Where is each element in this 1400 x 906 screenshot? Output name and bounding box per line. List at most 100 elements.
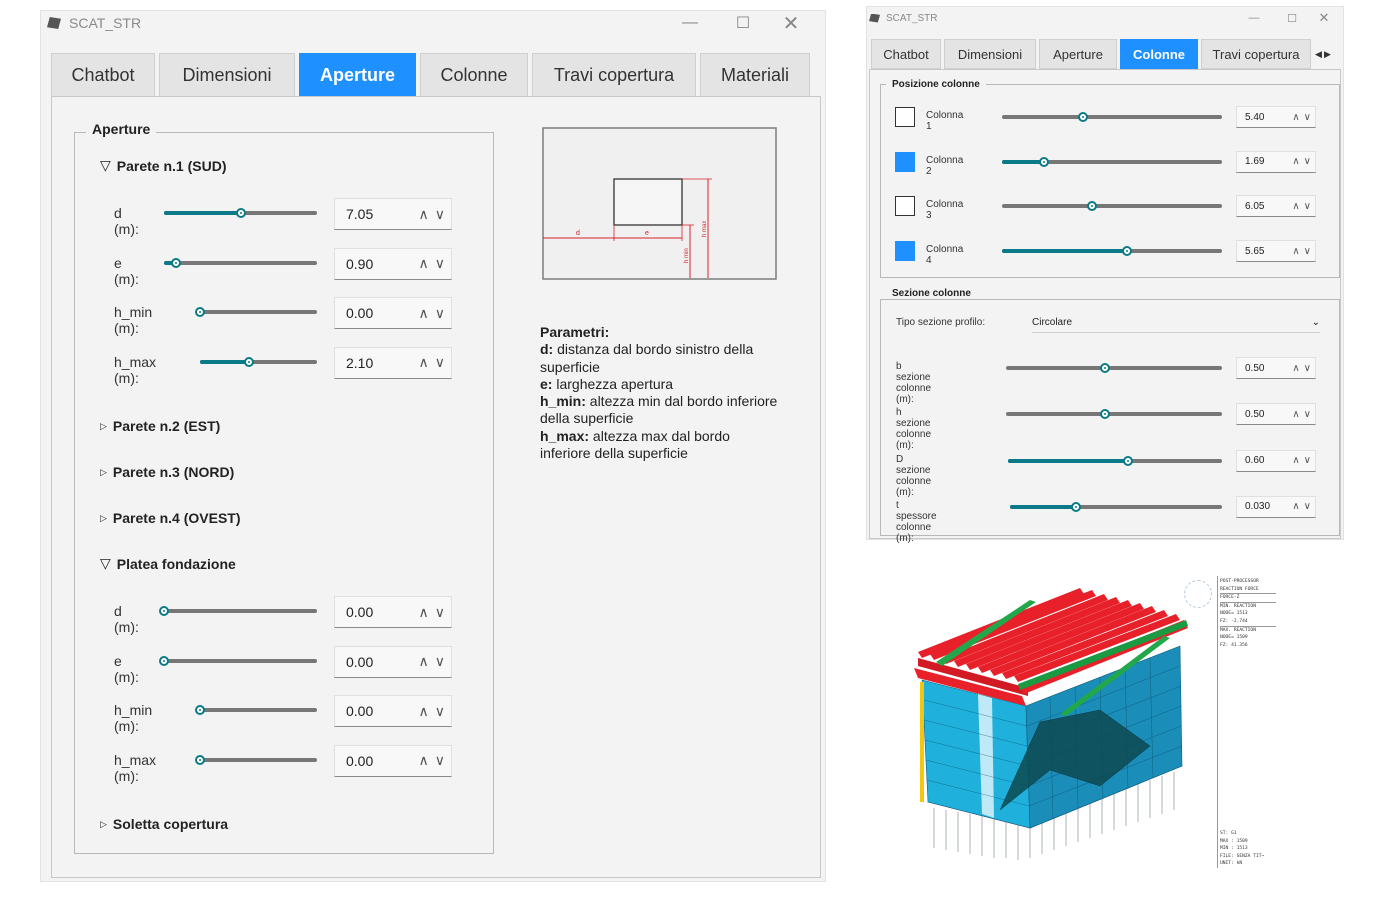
tab-colonne[interactable]: Colonne	[420, 53, 528, 97]
value-spinbox[interactable]: 0.00 ∧ ∨	[334, 645, 452, 678]
chevron-down-icon[interactable]: ∨	[1303, 245, 1311, 257]
section-soletta-copertura[interactable]: ▷ Soletta copertura	[100, 816, 229, 832]
chevron-down-icon[interactable]: ∨	[1303, 200, 1311, 212]
value-slider[interactable]	[195, 307, 317, 317]
slider-thumb[interactable]	[1122, 246, 1133, 257]
tab-dimensioni[interactable]: Dimensioni	[159, 53, 295, 97]
close-icon[interactable]: ✕	[782, 12, 800, 35]
slider-thumb[interactable]	[1122, 455, 1133, 466]
value-spinbox[interactable]: 7.05 ∧ ∨	[334, 198, 452, 230]
sezione-slider[interactable]	[1008, 455, 1222, 466]
chevron-up-icon[interactable]: ∧	[1292, 111, 1300, 123]
tab-colonne[interactable]: Colonne	[1120, 39, 1198, 69]
chevron-up-icon[interactable]: ∧	[1292, 200, 1300, 212]
slider-thumb[interactable]	[235, 208, 246, 218]
section-parete-4[interactable]: ▷ Parete n.4 (OVEST)	[100, 510, 241, 526]
tipo-sezione-dropdown[interactable]: Circolare ⌄	[1032, 313, 1320, 333]
tab-scroll-right-icon[interactable]: ▶	[1324, 48, 1331, 59]
value-spinbox[interactable]: 2.10 ∧ ∨	[334, 346, 452, 379]
chevron-down-icon[interactable]: ∨	[1303, 111, 1311, 123]
chevron-up-icon[interactable]: ∧	[418, 702, 429, 719]
chevron-up-icon[interactable]: ∧	[1292, 501, 1300, 513]
slider-thumb[interactable]	[159, 606, 169, 616]
chevron-up-icon[interactable]: ∧	[418, 752, 429, 768]
chevron-down-icon[interactable]: ∨	[434, 205, 445, 222]
tab-travi-copertura[interactable]: Travi copertura	[532, 53, 696, 97]
tab-dimensioni[interactable]: Dimensioni	[944, 39, 1036, 69]
section-parete-3[interactable]: ▷ Parete n.3 (NORD)	[100, 464, 235, 480]
tab-materiali[interactable]: Materiali	[700, 53, 810, 97]
value-spinbox[interactable]: 0.00 ∧ ∨	[334, 695, 452, 727]
slider-thumb[interactable]	[159, 655, 169, 666]
colonna-checkbox[interactable]	[895, 196, 915, 217]
value-slider[interactable]	[159, 655, 317, 666]
colonna-slider[interactable]	[1002, 246, 1222, 257]
value-spinbox[interactable]: 0.90 ∧ ∨	[334, 247, 452, 280]
chevron-down-icon[interactable]: ∨	[1303, 362, 1311, 374]
value-slider[interactable]	[159, 606, 317, 616]
section-platea-fondazione[interactable]: ▽ Platea fondazione	[100, 555, 236, 572]
slider-thumb[interactable]	[1087, 201, 1098, 212]
value-slider[interactable]	[164, 208, 317, 218]
sezione-slider[interactable]	[1006, 409, 1222, 420]
sezione-slider[interactable]	[1010, 501, 1222, 512]
slider-thumb[interactable]	[1100, 363, 1111, 373]
value-slider[interactable]	[164, 257, 317, 268]
value-slider[interactable]	[195, 754, 317, 765]
value-spinbox[interactable]: 0.00 ∧ ∨	[334, 596, 452, 628]
minimize-icon[interactable]: —	[682, 14, 698, 31]
chevron-up-icon[interactable]: ∧	[418, 205, 429, 222]
colonna-slider[interactable]	[1002, 201, 1222, 212]
value-spinbox[interactable]: 0.50 ∧ ∨	[1236, 403, 1316, 426]
chevron-up-icon[interactable]: ∧	[1292, 245, 1300, 257]
value-spinbox[interactable]: 0.030 ∧ ∨	[1236, 495, 1316, 518]
chevron-down-icon[interactable]: ∨	[434, 603, 445, 620]
tab-chatbot[interactable]: Chatbot	[51, 53, 155, 97]
tab-travi-copertura[interactable]: Travi copertura	[1201, 39, 1311, 69]
chevron-down-icon[interactable]: ∨	[1303, 455, 1311, 467]
colonna-checkbox[interactable]	[895, 107, 915, 127]
chevron-down-icon[interactable]: ∨	[434, 653, 445, 669]
chevron-down-icon[interactable]: ∨	[1303, 501, 1311, 513]
value-spinbox[interactable]: 0.50 ∧ ∨	[1236, 357, 1316, 379]
value-spinbox[interactable]: 5.40 ∧ ∨	[1236, 106, 1316, 128]
maximize-icon[interactable]: ☐	[1287, 12, 1297, 25]
chevron-up-icon[interactable]: ∧	[418, 304, 429, 321]
section-parete-2[interactable]: ▷ Parete n.2 (EST)	[100, 418, 221, 434]
chevron-up-icon[interactable]: ∧	[418, 354, 429, 370]
value-spinbox[interactable]: 0.60 ∧ ∨	[1236, 449, 1316, 472]
minimize-icon[interactable]: —	[1248, 12, 1260, 24]
chevron-down-icon[interactable]: ∨	[434, 304, 445, 321]
chevron-down-icon[interactable]: ∨	[1303, 408, 1311, 420]
value-spinbox[interactable]: 1.69 ∧ ∨	[1236, 150, 1316, 173]
close-icon[interactable]: ✕	[1318, 10, 1330, 25]
slider-thumb[interactable]	[195, 754, 205, 765]
chevron-up-icon[interactable]: ∧	[418, 255, 429, 271]
chevron-up-icon[interactable]: ∧	[1292, 408, 1300, 420]
slider-thumb[interactable]	[195, 705, 205, 715]
colonna-checkbox[interactable]	[895, 241, 915, 262]
value-spinbox[interactable]: 5.65 ∧ ∨	[1236, 240, 1316, 263]
chevron-down-icon[interactable]: ∨	[1303, 156, 1311, 168]
tab-chatbot[interactable]: Chatbot	[871, 39, 941, 69]
value-slider[interactable]	[195, 705, 317, 715]
slider-thumb[interactable]	[1100, 409, 1111, 420]
slider-thumb[interactable]	[195, 307, 205, 317]
value-spinbox[interactable]: 6.05 ∧ ∨	[1236, 195, 1316, 218]
slider-thumb[interactable]	[1038, 156, 1049, 167]
tab-aperture[interactable]: Aperture	[1039, 39, 1117, 69]
value-spinbox[interactable]: 0.00 ∧ ∨	[334, 297, 452, 329]
chevron-up-icon[interactable]: ∧	[1292, 455, 1300, 467]
section-parete-1[interactable]: ▽ Parete n.1 (SUD)	[100, 157, 227, 174]
slider-thumb[interactable]	[1070, 501, 1081, 512]
colonna-slider[interactable]	[1002, 112, 1222, 122]
chevron-up-icon[interactable]: ∧	[418, 603, 429, 620]
chevron-up-icon[interactable]: ∧	[418, 653, 429, 669]
tab-scroll-left-icon[interactable]: ◀	[1315, 48, 1322, 59]
slider-thumb[interactable]	[1078, 112, 1089, 122]
sezione-slider[interactable]	[1006, 363, 1222, 373]
value-spinbox[interactable]: 0.00 ∧ ∨	[334, 744, 452, 777]
tab-aperture[interactable]: Aperture	[299, 53, 416, 97]
chevron-up-icon[interactable]: ∧	[1292, 156, 1300, 168]
colonna-checkbox[interactable]	[895, 151, 915, 172]
